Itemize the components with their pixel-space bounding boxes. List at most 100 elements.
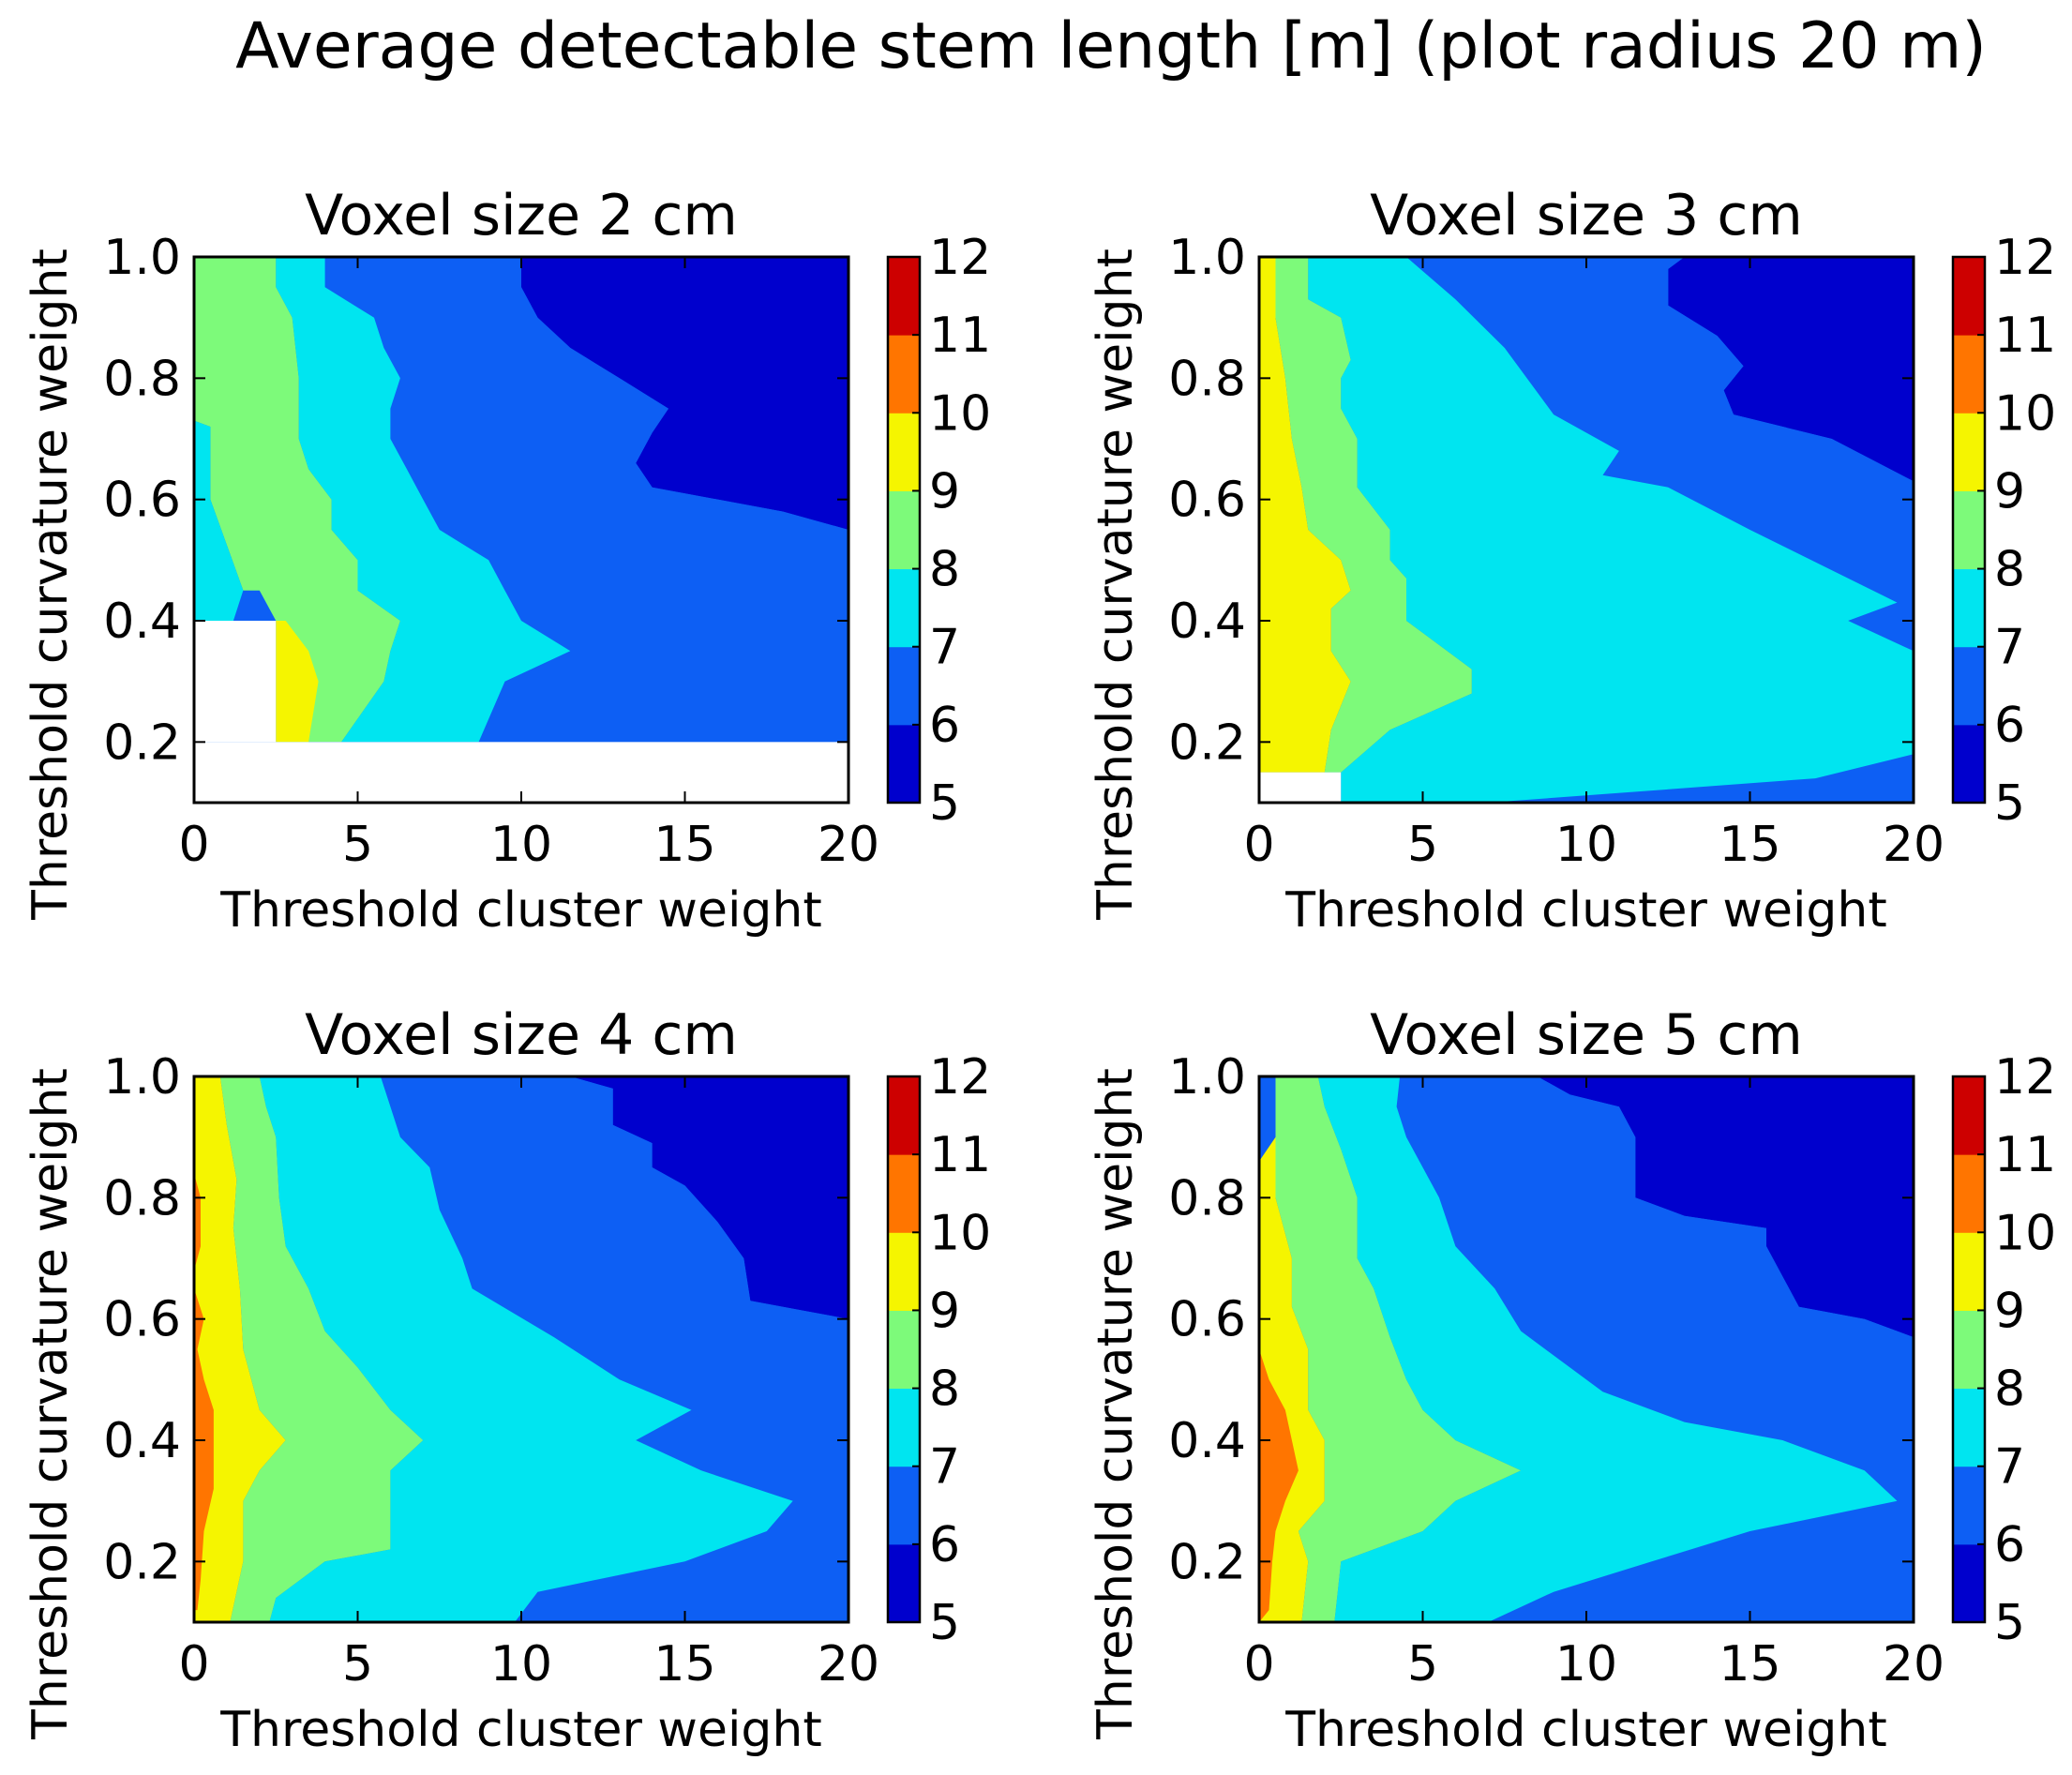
colorbar-tick-label: 11 <box>1994 308 2056 364</box>
colorbar-segment <box>1953 568 1985 648</box>
y-tick-label: 0.8 <box>103 351 181 407</box>
x-tick-label: 20 <box>1883 817 1944 873</box>
subplot-4: 0 5 10 15 20 0.2 0.4 0.6 0.8 1.0 Voxel size 5 cm Th… <box>1088 1002 2056 1758</box>
colorbar-tick-label: 7 <box>929 620 960 676</box>
subplot-title: Voxel size 2 cm <box>305 183 738 248</box>
colorbar-segment <box>1953 724 1985 804</box>
subplot-2: 0 5 10 15 20 0.2 0.4 0.6 0.8 1.0 Voxel size 3 cm Th… <box>1088 183 2056 939</box>
colorbar-frame <box>1951 255 1987 805</box>
y-tick-label: 0.6 <box>103 1292 181 1348</box>
y-axis-label: Threshold curvature weight <box>1088 248 1144 921</box>
y-tick-label: 0.6 <box>1168 473 1246 529</box>
colorbar-tick-label: 10 <box>1994 1205 2056 1261</box>
colorbar-segment <box>888 646 920 726</box>
x-tick-label: 0 <box>178 817 209 873</box>
colorbar-segment <box>888 1388 920 1467</box>
colorbar-tick-label: 10 <box>929 385 991 442</box>
colorbar-segment <box>1953 413 1985 491</box>
x-tick-label: 0 <box>1243 817 1274 873</box>
colorbar-tick-label: 11 <box>929 308 991 364</box>
colorbar-tick-label: 7 <box>929 1439 960 1496</box>
y-tick-label: 1.0 <box>103 1049 181 1106</box>
figure-title: Average detectable stem length [m] (plot… <box>235 9 1987 83</box>
y-axis-label: Threshold curvature weight <box>23 248 79 921</box>
contour-band-10-11 <box>1259 1349 1299 1622</box>
x-tick-label: 5 <box>342 817 373 873</box>
colorbar-tick-label: 8 <box>929 1361 960 1418</box>
colorbar-segment <box>1953 257 1985 336</box>
x-tick-label: 20 <box>818 1636 879 1692</box>
subplot-1: 0 5 10 15 20 0.2 0.4 0.6 0.8 1.0 Voxel size 2 cm Th… <box>23 183 991 939</box>
colorbar-tick-label: 11 <box>1994 1127 2056 1183</box>
colorbar-segment <box>1953 1543 1985 1623</box>
subplots: 0 5 10 15 20 0.2 0.4 0.6 0.8 1.0 Voxel size 2 cm Th… <box>23 183 2056 1758</box>
contour-area <box>194 257 848 803</box>
colorbar: 5 6 7 8 9 10 11 12 <box>1951 230 2056 832</box>
colorbar-tick-label: 8 <box>929 542 960 598</box>
y-tick-label: 1.0 <box>1168 1049 1246 1106</box>
colorbar-tick-label: 8 <box>1994 1361 2025 1418</box>
colorbar-segment <box>888 1076 920 1155</box>
colorbar-tick-label: 12 <box>1994 230 2056 286</box>
y-tick-label: 0.2 <box>103 1534 181 1590</box>
colorbar-tick-label: 6 <box>929 1517 960 1573</box>
colorbar-segment <box>888 568 920 648</box>
x-tick-label: 0 <box>1243 1636 1274 1692</box>
x-tick-label: 5 <box>1407 817 1438 873</box>
y-tick-label: 0.2 <box>1168 715 1246 771</box>
contour-area <box>194 1076 848 1622</box>
colorbar-segment <box>888 1466 920 1545</box>
colorbar-segment <box>888 724 920 804</box>
x-tick-label: 5 <box>342 1636 373 1692</box>
colorbar-tick-label: 5 <box>929 1595 960 1651</box>
contour-band-8-9 <box>1275 1076 1522 1622</box>
colorbar-segment <box>888 335 920 414</box>
colorbar: 5 6 7 8 9 10 11 12 <box>886 1049 991 1651</box>
contour-band-6-7 <box>1406 257 1914 652</box>
y-tick-label: 0.4 <box>1168 594 1246 650</box>
contour-band-6-7 <box>1396 1076 1914 1622</box>
contour-band-7-8 <box>194 420 244 621</box>
contour-band-5-6 <box>1668 257 1914 482</box>
colorbar-segment <box>1953 1076 1985 1155</box>
colorbar-frame <box>886 255 922 805</box>
colorbar-segment <box>888 1232 920 1311</box>
colorbar-segment <box>888 1310 920 1390</box>
x-axis-label: Threshold cluster weight <box>219 882 822 939</box>
x-tick-label: 10 <box>1555 817 1617 873</box>
x-tick-label: 10 <box>490 817 552 873</box>
colorbar-tick-label: 5 <box>1994 1595 2025 1651</box>
y-axis-label: Threshold curvature weight <box>1088 1068 1144 1740</box>
contour-band-8-9 <box>1275 257 1472 773</box>
contour-band-7-8 <box>1308 257 1914 803</box>
colorbar-segment <box>1953 646 1985 726</box>
contour-band-7-8 <box>259 1076 793 1622</box>
colorbar-tick-label: 12 <box>929 230 991 286</box>
colorbar-segment <box>1953 1232 1985 1311</box>
colorbar-tick-label: 9 <box>1994 463 2025 519</box>
colorbar-frame <box>1951 1075 1987 1624</box>
x-tick-label: 20 <box>818 817 879 873</box>
colorbar-tick-label: 9 <box>929 1283 960 1339</box>
subplot-title: Voxel size 4 cm <box>305 1002 738 1068</box>
y-tick-label: 0.8 <box>103 1170 181 1226</box>
contour-band-9-10 <box>276 621 319 743</box>
colorbar: 5 6 7 8 9 10 11 12 <box>886 230 991 832</box>
colorbar-tick-label: 8 <box>1994 542 2025 598</box>
colorbar-tick-label: 5 <box>1994 775 2025 832</box>
colorbar-tick-label: 11 <box>929 1127 991 1183</box>
colorbar-segment <box>888 1543 920 1623</box>
missing-data-region <box>194 621 277 743</box>
contour-band-6-7 <box>324 257 848 743</box>
contour-band-7-8 <box>276 257 571 743</box>
colorbar-segment <box>1953 1466 1985 1545</box>
y-tick-label: 0.4 <box>103 1413 181 1469</box>
colorbar-tick-label: 9 <box>1994 1283 2025 1339</box>
colorbar-tick-label: 10 <box>1994 385 2056 442</box>
colorbar-segment <box>888 490 920 570</box>
contour-band-9-10 <box>1259 257 1351 773</box>
x-tick-label: 20 <box>1883 1636 1944 1692</box>
colorbar-segment <box>888 413 920 491</box>
colorbar-tick-label: 9 <box>929 463 960 519</box>
x-axis-label: Threshold cluster weight <box>1284 882 1887 939</box>
